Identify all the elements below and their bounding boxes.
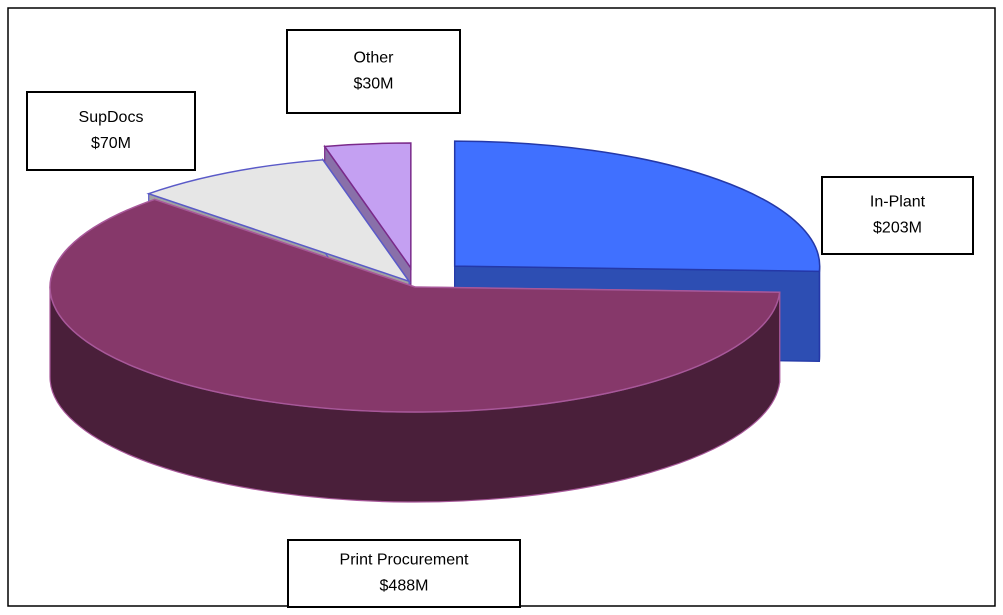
label-name: Print Procurement [340,552,469,569]
slice [49,198,781,413]
label-box [286,29,461,114]
pie [49,140,821,503]
labels: In-Plant $203M Print Procurement $488M SupDo… [26,29,974,608]
slice [453,140,821,273]
label-value: $70M [91,135,131,152]
label-box [821,176,974,255]
label-name: Other [353,50,394,67]
label-value: $203M [873,220,922,237]
label-box [26,91,196,171]
slice [146,159,412,283]
slice [323,142,412,271]
label-name: SupDocs [79,109,144,126]
label-value: $30M [353,76,393,93]
label-value: $488M [380,578,429,595]
label-name: In-Plant [870,194,926,211]
label-box [287,539,521,608]
